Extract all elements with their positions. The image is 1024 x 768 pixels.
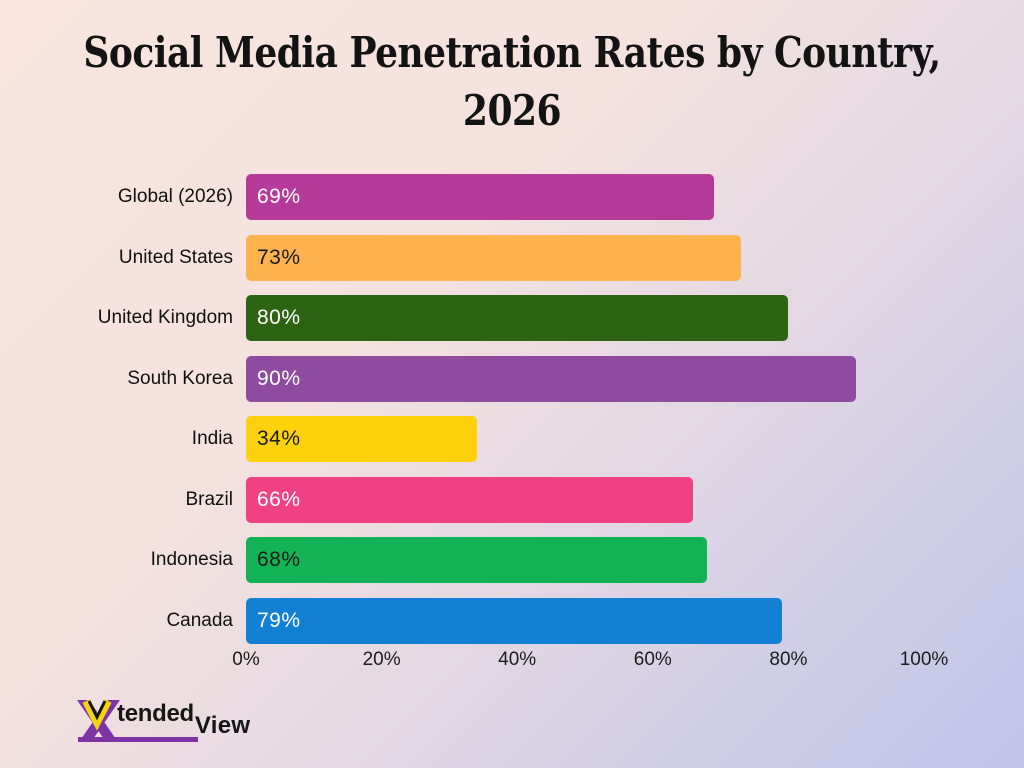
bar-value-label: 79% bbox=[257, 608, 301, 632]
logo-text-view: View bbox=[194, 712, 251, 739]
x-axis-tick-label: 100% bbox=[899, 649, 949, 670]
bar-track: 34% bbox=[246, 416, 924, 463]
bar-row: Canada 79% bbox=[0, 591, 1024, 652]
bar-track: 79% bbox=[246, 597, 924, 644]
bar-row: United Kingdom 80% bbox=[0, 288, 1024, 349]
x-axis-tick-label: 0% bbox=[232, 649, 260, 670]
x-axis-tick-label: 60% bbox=[633, 649, 672, 670]
category-label: Canada bbox=[166, 609, 233, 631]
category-label: Global (2026) bbox=[117, 186, 233, 208]
bar-value-label: 90% bbox=[257, 366, 301, 390]
bar-row: South Korea 90% bbox=[0, 349, 1024, 410]
bar-chart: Global (2026) 69% United States 73% United K… bbox=[0, 167, 1024, 651]
logo-underline bbox=[78, 737, 198, 742]
bar-track: 69% bbox=[246, 174, 924, 221]
bar-rows: Global (2026) 69% United States 73% United K… bbox=[0, 167, 1024, 651]
bar-row: Global (2026) 69% bbox=[0, 167, 1024, 228]
x-axis-tick-label: 40% bbox=[498, 649, 537, 670]
logo-text-tended: tended bbox=[117, 700, 194, 727]
bar-row: India 34% bbox=[0, 409, 1024, 470]
bar-row: Brazil 66% bbox=[0, 470, 1024, 531]
x-axis-tick-label: 20% bbox=[362, 649, 401, 670]
category-label: Indonesia bbox=[150, 549, 233, 571]
x-logo-icon bbox=[77, 699, 120, 742]
x-axis-tick-label: 80% bbox=[769, 649, 808, 670]
category-label: United Kingdom bbox=[97, 307, 233, 329]
category-label: India bbox=[191, 428, 233, 450]
category-label: United States bbox=[118, 246, 233, 268]
bar-track: 73% bbox=[246, 234, 924, 281]
bar-track: 80% bbox=[246, 295, 924, 342]
bar-row: United States 73% bbox=[0, 228, 1024, 289]
bar: 69% bbox=[246, 174, 714, 221]
category-label: Brazil bbox=[185, 488, 233, 510]
bar-value-label: 80% bbox=[257, 306, 301, 330]
bar-track: 66% bbox=[246, 476, 924, 523]
bar: 68% bbox=[246, 537, 708, 584]
bar: 73% bbox=[246, 234, 741, 281]
bar-track: 68% bbox=[246, 537, 924, 584]
bar: 90% bbox=[246, 355, 857, 402]
bar: 34% bbox=[246, 416, 477, 463]
bar-value-label: 73% bbox=[257, 245, 301, 269]
bar-track: 90% bbox=[246, 355, 924, 402]
bar-value-label: 34% bbox=[257, 427, 301, 451]
xtendedview-logo: tended View bbox=[74, 699, 294, 749]
x-axis: 0% 20% 40% 60% 80% 100% bbox=[232, 649, 948, 677]
category-label: South Korea bbox=[127, 367, 233, 389]
bar-row: Indonesia 68% bbox=[0, 530, 1024, 591]
chart-title-line-2: 2026 bbox=[462, 86, 562, 136]
bar-value-label: 66% bbox=[257, 487, 301, 511]
chart-title-line-1: Social Media Penetration Rates by Countr… bbox=[83, 28, 941, 78]
bar: 66% bbox=[246, 476, 694, 523]
chart-title: Social Media Penetration Rates by Countr… bbox=[0, 24, 1024, 140]
bar-value-label: 68% bbox=[257, 548, 301, 572]
bar: 80% bbox=[246, 295, 789, 342]
bar-value-label: 69% bbox=[257, 185, 301, 209]
bar: 79% bbox=[246, 597, 782, 644]
